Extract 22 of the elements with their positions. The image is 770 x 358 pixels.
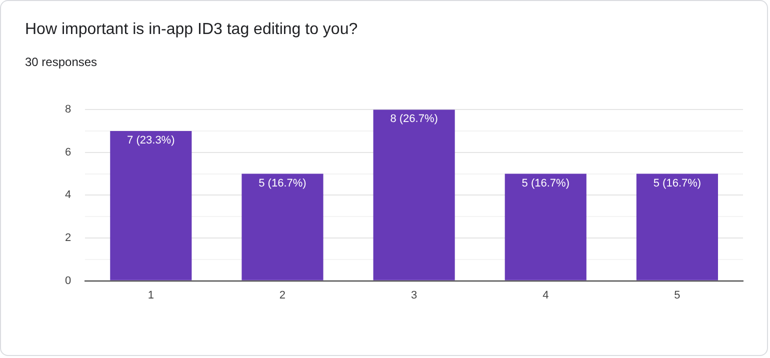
y-tick-label: 8: [64, 104, 72, 116]
chart-title: How important is in-app ID3 tag editing to you?: [25, 21, 358, 39]
data-label: 5 (16.7%): [653, 177, 702, 190]
bar: [110, 131, 192, 280]
x-tick-label: 3: [410, 289, 418, 302]
y-tick-label: 6: [64, 146, 72, 158]
bar: [373, 110, 455, 280]
x-tick-label: 4: [542, 289, 549, 302]
bar: [636, 174, 718, 280]
bar: [504, 174, 586, 280]
y-tick-label: 2: [64, 232, 72, 244]
data-label: 7 (23.3%): [127, 134, 175, 147]
y-tick-label: 0: [64, 274, 72, 287]
data-label: 5 (16.7%): [522, 177, 570, 190]
y-tick-label: 4: [64, 189, 72, 202]
x-tick-label: 2: [279, 289, 286, 302]
x-tick-label: 1: [148, 289, 154, 302]
bar: [242, 174, 324, 280]
chart-subtitle: 30 responses: [25, 55, 98, 69]
x-tick-label: 5: [674, 289, 680, 302]
data-label: 8 (26.7%): [390, 113, 438, 126]
data-label: 5 (16.7%): [258, 177, 306, 190]
